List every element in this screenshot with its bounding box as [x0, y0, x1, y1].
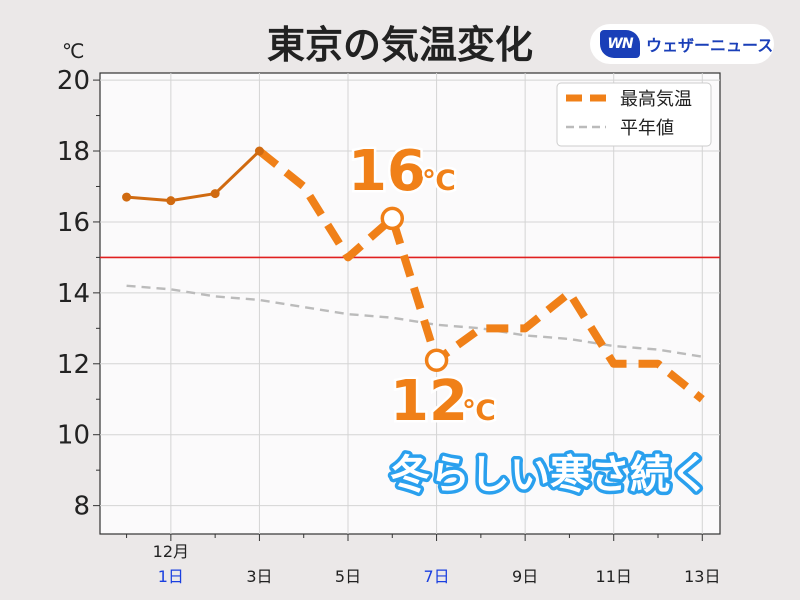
series-line-normal — [126, 284, 703, 358]
legend-label-normal: 平年値 — [620, 118, 674, 139]
y-axis-unit: ℃ — [62, 39, 84, 63]
annotation-16: 16 ℃ — [346, 137, 459, 207]
y-tick-label: 16 — [57, 208, 90, 238]
plot-layer: 8 10 12 14 16 18 20 1日 3日 5日 7日 9日 11日 13日 — [57, 66, 721, 586]
x-tick-label: 7日 — [423, 567, 449, 586]
series-point-max — [210, 189, 220, 199]
annotation-12: 12 ℃ — [388, 367, 499, 437]
y-tick-label: 14 — [57, 279, 90, 309]
x-tick-label: 11日 — [596, 567, 632, 586]
y-tick-label: 10 — [57, 421, 90, 451]
weathernews-logo: WN ウェザーニュース — [590, 24, 774, 64]
y-tick-label: 20 — [57, 66, 90, 96]
annotation-unit: ℃ — [462, 394, 496, 427]
x-tick-label: 3日 — [246, 567, 272, 586]
x-tick-label: 13日 — [684, 567, 720, 586]
series-point-max — [122, 192, 132, 202]
x-tick-label: 1日 — [158, 567, 184, 586]
chart-title: 東京の気温変化 — [267, 23, 533, 67]
series-line-max-forecast — [256, 147, 705, 403]
y-tick-label: 18 — [57, 137, 90, 167]
annotation-number: 12 — [390, 369, 468, 434]
logo-mark: WN — [600, 30, 640, 58]
annotation-number: 16 — [348, 139, 426, 204]
legend-label-max-temp: 最高気温 — [620, 89, 692, 110]
series-point-max — [166, 196, 176, 206]
y-tick-label: 8 — [73, 492, 90, 522]
y-tick-label: 12 — [57, 350, 90, 380]
plot-area — [99, 72, 721, 535]
annotation-marker — [380, 206, 405, 231]
series-line-max-observed — [126, 149, 261, 203]
x-tick-label: 5日 — [335, 567, 361, 586]
caption: 冬らしい寒さ続く — [390, 452, 710, 498]
series-point-max — [254, 146, 264, 156]
annotation-marker — [424, 348, 449, 372]
x-axis-month-label: 12月 — [153, 542, 189, 561]
legend: 最高気温 平年値 — [556, 82, 712, 147]
x-tick-label: 9日 — [512, 567, 538, 586]
logo-text: ウェザーニュース — [646, 36, 774, 55]
annotation-unit: ℃ — [422, 164, 456, 197]
